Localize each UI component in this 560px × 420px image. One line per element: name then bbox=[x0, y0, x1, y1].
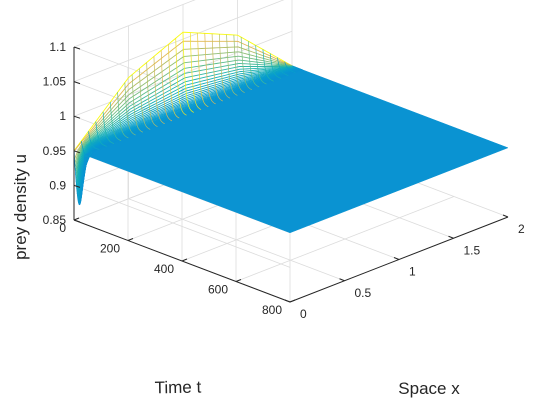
z-tick-label: 0.95 bbox=[43, 144, 67, 158]
x-tick bbox=[339, 278, 345, 282]
t-tick bbox=[127, 238, 134, 241]
surface-mesh-line bbox=[233, 34, 245, 93]
surface-mesh-line bbox=[175, 38, 187, 116]
grid-line-z-wall bbox=[73, 185, 291, 268]
surface-mesh-line bbox=[204, 33, 216, 105]
surface-mesh-line bbox=[197, 32, 209, 108]
surface-mesh-line bbox=[139, 68, 151, 130]
t-tick bbox=[181, 258, 188, 262]
surface-mesh-line bbox=[117, 92, 129, 139]
surface-mesh-line bbox=[160, 50, 173, 122]
t-tick bbox=[289, 299, 296, 303]
surface-mesh-line bbox=[88, 131, 100, 150]
z-tick bbox=[73, 81, 81, 85]
t-tick-label: 600 bbox=[208, 283, 228, 297]
surface-mesh-line bbox=[73, 150, 86, 206]
z-tick bbox=[73, 219, 81, 223]
surface-mesh-line bbox=[95, 121, 107, 147]
surface-mesh-line bbox=[262, 49, 274, 82]
z-tick bbox=[73, 150, 81, 154]
surface-mesh-line bbox=[291, 65, 303, 71]
grid-line-z-wall bbox=[73, 0, 196, 48]
x-tick-label: 1 bbox=[409, 265, 416, 279]
surface-mesh-line bbox=[255, 45, 267, 85]
z-tick-label: 1.1 bbox=[49, 40, 66, 54]
z-tick bbox=[73, 46, 81, 50]
grid-line-t-floor bbox=[235, 196, 455, 282]
surface-mesh-line bbox=[284, 61, 296, 74]
surface-mesh-line bbox=[131, 74, 144, 133]
x-tick bbox=[393, 257, 400, 260]
t-axis-title: Time t bbox=[154, 378, 201, 398]
surface-mesh-line bbox=[153, 56, 165, 125]
surface-mesh-line bbox=[80, 140, 93, 158]
z-tick bbox=[73, 184, 81, 188]
surface-mesh-line bbox=[109, 102, 122, 142]
z-tick-label: 1.05 bbox=[43, 75, 67, 89]
t-tick-label: 200 bbox=[100, 242, 120, 256]
x-tick-label: 0 bbox=[300, 307, 307, 321]
z-tick-label: 1 bbox=[59, 109, 66, 123]
z-axis-title: prey density u bbox=[11, 154, 30, 260]
x-tick bbox=[448, 235, 454, 239]
surface-mesh-line bbox=[269, 53, 282, 79]
axis-layer: 0 0.5 1 1.5 2 0 200 400 600 800 0.85 0.9 0.95 1 1.05 1.… bbox=[43, 40, 525, 321]
surface-mesh-line bbox=[124, 82, 136, 136]
x-tick-label: 0.5 bbox=[355, 286, 372, 300]
t-tick-label: 800 bbox=[262, 303, 282, 317]
z-tick-label: 0.9 bbox=[49, 178, 66, 192]
surface-mesh-line bbox=[182, 32, 194, 113]
x-tick-label: 2 bbox=[518, 222, 525, 236]
t-tick-label: 0 bbox=[59, 221, 66, 235]
surface-mesh-line bbox=[248, 41, 260, 88]
surface-mesh-line bbox=[102, 111, 115, 144]
surface-mesh-line bbox=[146, 62, 158, 127]
surface-mesh-line bbox=[189, 32, 202, 110]
x-tick bbox=[502, 214, 509, 218]
t-tick-label: 400 bbox=[154, 262, 174, 276]
surface-mesh-line bbox=[226, 34, 238, 96]
t-tick bbox=[73, 217, 80, 221]
x-tick-label: 1.5 bbox=[464, 243, 481, 257]
surface-layer bbox=[73, 31, 509, 234]
surface-mesh-line bbox=[211, 33, 224, 102]
surface-mesh-line bbox=[240, 37, 253, 91]
surface-mesh-line bbox=[277, 57, 289, 76]
x-tick bbox=[284, 299, 291, 303]
z-tick bbox=[73, 115, 81, 119]
t-tick bbox=[235, 279, 242, 282]
z-tick-label: 0.85 bbox=[43, 213, 67, 227]
surface-mesh-line bbox=[168, 44, 180, 119]
x-axis-title: Space x bbox=[398, 379, 460, 398]
surface-mesh-line bbox=[218, 34, 231, 99]
